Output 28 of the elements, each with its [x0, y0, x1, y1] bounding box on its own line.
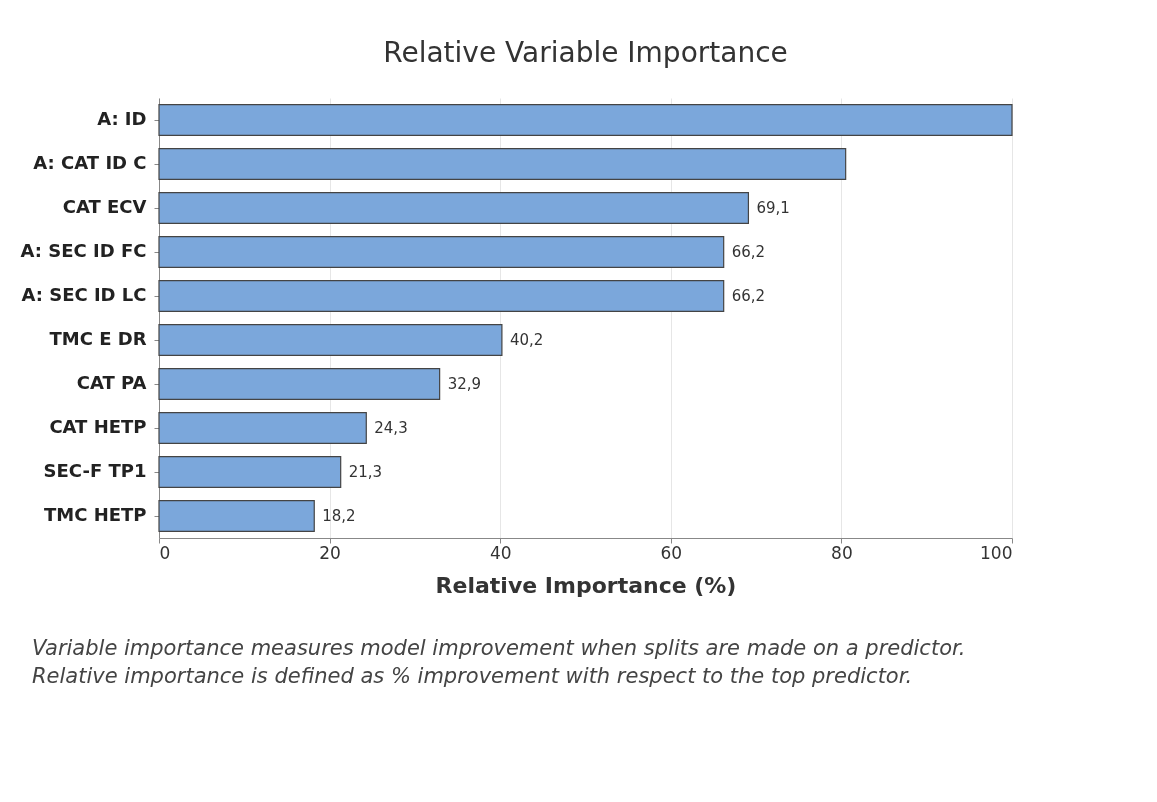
- x-tick-label: 80: [831, 542, 853, 563]
- x-tick-label: 60: [660, 542, 683, 563]
- y-tick-label: CAT PA: [76, 372, 147, 393]
- x-axis-title: Relative Importance (%): [435, 572, 737, 598]
- y-tick-label: A: ID: [97, 108, 147, 129]
- text: Relative importance is defined as % improvement with respect to the top predictor.: [32, 663, 914, 690]
- chart-title: Relative Variable Importance: [383, 36, 788, 69]
- text: Variable importance measures model improvement when splits are made on a predictor.: [32, 635, 967, 662]
- data-label: 40,2: [509, 331, 544, 349]
- data-label: 32,9: [447, 375, 482, 393]
- y-tick-label: A: CAT ID C: [33, 152, 147, 173]
- y-tick-label: CAT HETP: [49, 416, 147, 437]
- y-tick-label: TMC HETP: [44, 504, 147, 525]
- y-tick-label: A: SEC ID FC: [20, 240, 147, 261]
- y-tick-label: SEC-F TP1: [43, 460, 147, 481]
- y-tick-label: A: SEC ID LC: [21, 284, 147, 305]
- x-tick-label: 0: [159, 542, 171, 563]
- x-tick-label: 40: [489, 542, 512, 563]
- data-label: 18,2: [322, 507, 356, 525]
- x-tick-label: 20: [319, 542, 341, 563]
- y-tick-label: TMC E DR: [49, 328, 147, 349]
- data-label: 66,2: [731, 287, 766, 305]
- data-label: 66,2: [731, 243, 766, 261]
- y-tick-label: CAT ECV: [62, 196, 147, 217]
- data-label: 69,1: [756, 199, 790, 217]
- data-label: 24,3: [374, 419, 408, 437]
- x-tick-label: 100: [980, 542, 1013, 563]
- data-label: 21,3: [348, 463, 383, 481]
